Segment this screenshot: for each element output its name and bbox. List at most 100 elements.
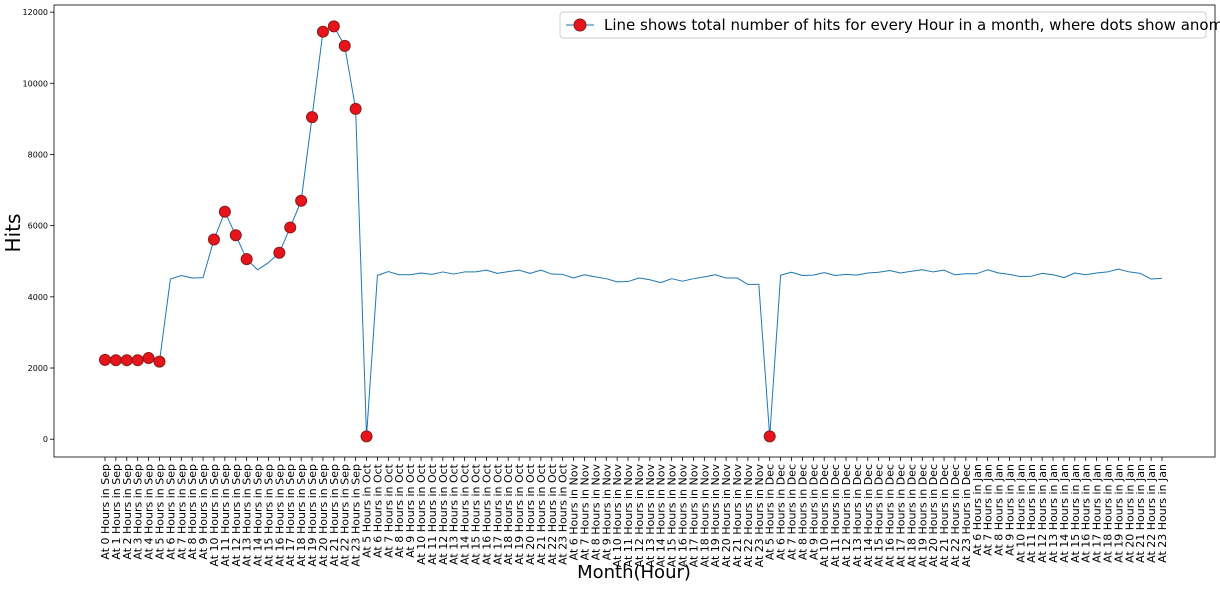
y-axis-title: Hits <box>1 214 25 253</box>
x-tick-label: At 12 Hours in Jan <box>1036 464 1049 563</box>
x-tick-label: At 10 Hours in Nov <box>611 464 624 568</box>
anomaly-point <box>153 355 166 368</box>
x-tick-label: At 19 Hours in Dec <box>916 464 929 567</box>
anomaly-point <box>763 430 776 443</box>
anomaly-point <box>349 102 362 115</box>
x-tick-label: At 21 Hours in Nov <box>731 464 744 568</box>
x-tick-label: At 19 Hours in Jan <box>1112 464 1125 563</box>
x-tick-label: At 17 Hours in Jan <box>1091 464 1104 563</box>
y-tick-label: 10000 <box>23 79 48 88</box>
series-layer <box>104 25 1163 437</box>
x-tick-label: At 20 Hours in Jan <box>1123 464 1136 563</box>
x-tick-label: At 22 Hours in Sep <box>339 464 352 567</box>
x-tick-label: At 8 Hours in Nov <box>589 464 602 561</box>
y-axis: 0 2000 4000 6000 8000 10000 12000 <box>23 8 54 444</box>
x-tick-label: At 6 Hours in Sep <box>164 464 177 560</box>
x-tick-label: At 12 Hours in Dec <box>840 464 853 567</box>
x-tick-label: At 8 Hours in Dec <box>796 464 809 560</box>
x-tick-label: At 17 Hours in Dec <box>894 464 907 567</box>
x-tick-label: At 0 Hours in Sep <box>99 464 112 560</box>
x-tick-label: At 11 Hours in Oct <box>426 463 439 565</box>
anomaly-point <box>207 233 220 246</box>
anomaly-point <box>327 20 340 33</box>
x-tick-label: At 7 Hours in Oct <box>382 463 395 558</box>
x-tick-label: At 18 Hours in Nov <box>698 464 711 568</box>
x-tick-label: At 8 Hours in Sep <box>186 464 199 560</box>
anomaly-point <box>316 25 329 38</box>
x-tick-label: At 21 Hours in Oct <box>535 463 548 565</box>
x-tick-label: At 23 Hours in Dec <box>960 464 973 567</box>
x-tick-label: At 12 Hours in Sep <box>230 464 243 567</box>
anomaly-point <box>284 221 297 234</box>
anomaly-point <box>229 229 242 242</box>
anomaly-point <box>295 194 308 207</box>
x-tick-label: At 23 Hours in Oct <box>557 463 570 565</box>
y-tick-label: 0 <box>43 435 48 444</box>
anomaly-point <box>99 353 111 366</box>
x-tick-label: At 18 Hours in Dec <box>905 464 918 567</box>
x-tick-label: At 21 Hours in Dec <box>938 464 951 567</box>
x-tick-label: At 17 Hours in Nov <box>687 464 700 568</box>
plot-frame <box>53 4 1216 458</box>
x-tick-label: At 2 Hours in Sep <box>121 464 134 560</box>
x-tick-label: At 8 Hours in Oct <box>393 463 406 558</box>
x-tick-label: At 17 Hours in Oct <box>491 463 504 565</box>
x-tick-label: At 11 Hours in Nov <box>622 464 635 568</box>
x-tick-label: At 14 Hours in Nov <box>655 464 668 568</box>
x-tick-label: At 18 Hours in Oct <box>502 463 515 565</box>
x-tick-label: At 19 Hours in Nov <box>709 464 722 568</box>
x-tick-label: At 10 Hours in Jan <box>1014 464 1027 563</box>
x-tick-label: At 14 Hours in Dec <box>862 464 875 567</box>
x-tick-label: At 10 Hours in Dec <box>818 464 831 567</box>
x-tick-label: At 22 Hours in Dec <box>949 464 962 567</box>
x-tick-label: At 22 Hours in Nov <box>742 464 755 568</box>
x-tick-label: At 21 Hours in Jan <box>1134 464 1147 563</box>
x-tick-label: At 11 Hours in Sep <box>219 464 232 567</box>
x-tick-label: At 22 Hours in Jan <box>1145 464 1158 563</box>
legend-label: Line shows total number of hits for ever… <box>604 16 1220 34</box>
x-tick-label: At 6 Hours in Jan <box>971 464 984 556</box>
x-tick-label: At 15 Hours in Nov <box>666 464 679 568</box>
x-tick-label: At 1 Hours in Sep <box>110 464 123 560</box>
x-tick-label: At 16 Hours in Sep <box>273 464 286 567</box>
x-tick-label: At 9 Hours in Sep <box>197 464 210 560</box>
x-tick-label: At 3 Hours in Sep <box>132 464 145 560</box>
legend-marker-sample <box>573 18 587 32</box>
x-tick-label: At 17 Hours in Sep <box>284 464 297 567</box>
x-tick-label: At 7 Hours in Jan <box>982 464 995 556</box>
legend: Line shows total number of hits for ever… <box>559 11 1220 39</box>
x-tick-label: At 6 Hours in Dec <box>775 464 788 560</box>
x-tick-label: At 23 Hours in Sep <box>350 464 363 567</box>
x-tick-label: At 19 Hours in Oct <box>513 463 526 565</box>
x-tick-label: At 7 Hours in Nov <box>578 464 591 561</box>
x-tick-label: At 9 Hours in Jan <box>1003 464 1016 556</box>
x-tick-label: At 16 Hours in Jan <box>1080 464 1093 563</box>
x-tick-label: At 15 Hours in Sep <box>262 464 275 567</box>
x-tick-label: At 19 Hours in Sep <box>306 464 319 567</box>
x-tick-label: At 7 Hours in Sep <box>175 464 188 560</box>
x-tick-label: At 12 Hours in Nov <box>633 464 646 568</box>
x-tick-label: At 6 Hours in Nov <box>568 464 581 561</box>
x-tick-label: At 10 Hours in Sep <box>208 464 221 567</box>
anomaly-point <box>240 253 253 266</box>
anomaly-point <box>120 354 133 367</box>
x-tick-label: At 5 Hours in Sep <box>153 464 166 560</box>
x-tick-label: At 14 Hours in Jan <box>1058 464 1071 563</box>
y-tick-label: 6000 <box>28 222 48 231</box>
x-tick-label: At 15 Hours in Oct <box>469 463 482 565</box>
x-tick-label: At 20 Hours in Dec <box>927 464 940 567</box>
legend-box <box>559 11 1207 39</box>
x-tick-label: At 22 Hours in Oct <box>546 463 559 565</box>
x-tick-label: At 6 Hours in Oct <box>371 463 384 558</box>
anomaly-point <box>338 39 351 52</box>
anomaly-point <box>142 352 155 365</box>
x-tick-label: At 9 Hours in Nov <box>600 464 613 561</box>
anomaly-point <box>273 246 286 259</box>
y-tick-label: 4000 <box>28 293 48 302</box>
plot-border <box>53 4 1216 458</box>
anomaly-point <box>131 354 144 367</box>
x-tick-label: At 20 Hours in Nov <box>720 464 733 568</box>
